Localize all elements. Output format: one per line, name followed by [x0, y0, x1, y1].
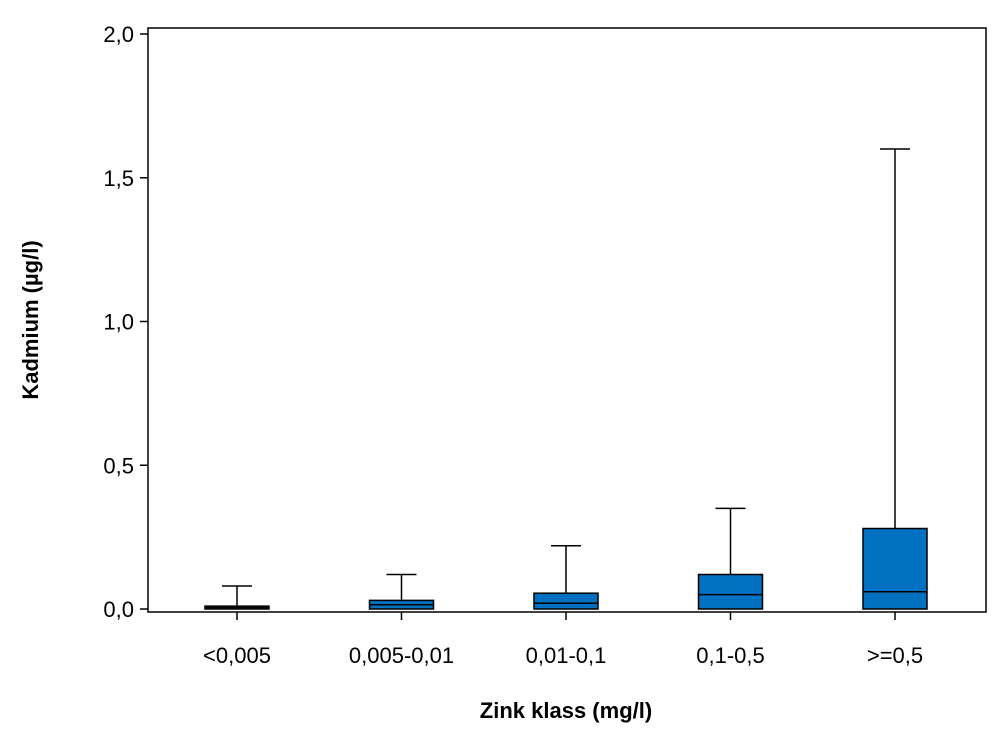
boxes	[204, 148, 928, 610]
x-tick-label: 0,01-0,1	[526, 643, 607, 668]
y-axis-title: Kadmium (µg/l)	[18, 240, 43, 399]
box-2	[533, 545, 599, 610]
box-body	[697, 573, 764, 610]
y-tick-label: 2,0	[103, 22, 134, 47]
x-axis-title: Zink klass (mg/l)	[480, 698, 652, 723]
box-body	[862, 527, 928, 610]
x-tick-label: <0,005	[203, 643, 271, 668]
y-tick-label: 0,5	[103, 453, 134, 478]
y-tick-label: 1,0	[103, 310, 134, 335]
box-4	[862, 148, 928, 610]
y-tick-label: 1,5	[103, 166, 134, 191]
box-0	[204, 585, 270, 610]
x-axis: <0,005 0,005-0,01 0,01-0,1 0,1-0,5 >=0,5	[203, 612, 923, 668]
box-body	[533, 592, 599, 610]
box-1	[368, 573, 435, 610]
x-tick-label: >=0,5	[867, 643, 923, 668]
x-tick-label: 0,1-0,5	[696, 643, 765, 668]
x-tick-label: 0,005-0,01	[349, 643, 454, 668]
box-3	[697, 507, 764, 610]
plot-frame	[147, 27, 987, 613]
y-tick-label: 0,0	[103, 597, 134, 622]
y-axis: 0,0 0,5 1,0 1,5 2,0	[103, 22, 148, 622]
